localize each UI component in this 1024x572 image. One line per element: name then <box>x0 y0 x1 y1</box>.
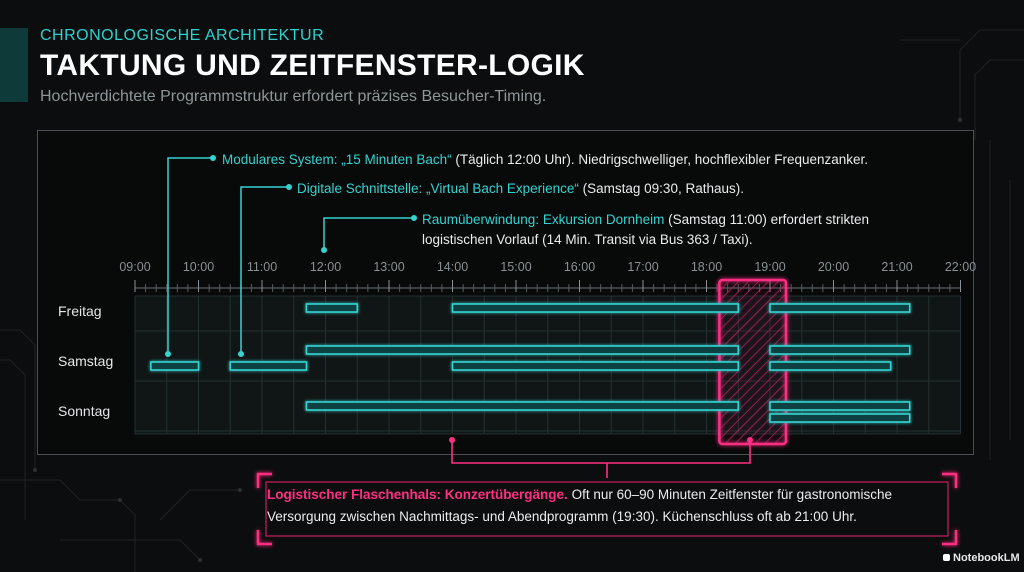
leader-dot <box>411 215 417 221</box>
event-bar <box>769 361 892 371</box>
hour-tick-label: 13:00 <box>373 260 404 274</box>
hour-tick-label: 10:00 <box>183 260 214 274</box>
event-bar <box>305 303 359 313</box>
bottleneck-bracket-line <box>451 440 751 464</box>
day-label-saturday: Samstag <box>58 353 114 369</box>
event-bar <box>229 361 308 371</box>
bracket-dot <box>747 437 753 443</box>
page-title: TAKTUNG UND ZEITFENSTER-LOGIK <box>40 49 585 82</box>
event-bar <box>769 345 911 355</box>
leader-modular-system <box>167 157 213 354</box>
annotation-excursion: Raumüberwindung: Exkursion Dornheim (Sam… <box>422 212 869 247</box>
bottleneck-callout: Logistischer Flaschenhals: Konzertübergä… <box>267 487 892 524</box>
hour-tick-label: 14:00 <box>437 260 468 274</box>
event-bar <box>769 401 911 411</box>
event-bar <box>451 303 740 313</box>
header-accent-bar <box>0 28 28 102</box>
hour-tick-label: 17:00 <box>627 260 658 274</box>
event-bar <box>305 401 740 411</box>
hour-tick-label: 16:00 <box>564 260 595 274</box>
hour-tick-label: 20:00 <box>818 260 849 274</box>
leader-digital-interface <box>240 186 289 354</box>
hour-tick-label: 19:00 <box>754 260 785 274</box>
event-bar <box>150 361 200 371</box>
hour-tick-label: 22:00 <box>945 260 976 274</box>
page-subtitle: Hochverdichtete Programmstruktur erforde… <box>40 88 547 105</box>
hour-tick-label: 09:00 <box>119 260 150 274</box>
notebooklm-logo: NotebookLM <box>943 552 1020 564</box>
leader-dot <box>238 351 244 357</box>
leader-dot <box>321 247 327 253</box>
event-bar <box>769 413 911 423</box>
hour-tick-label: 11:00 <box>247 260 277 274</box>
section-kicker: CHRONOLOGISCHE ARCHITEKTUR <box>40 27 325 44</box>
day-label-friday: Freitag <box>58 303 102 319</box>
day-label-sunday: Sonntag <box>58 403 111 419</box>
hour-tick-label: 18:00 <box>691 260 722 274</box>
bracket-dot <box>449 437 455 443</box>
hour-tick-label: 21:00 <box>881 260 912 274</box>
event-bar <box>769 303 911 313</box>
leader-dot <box>165 351 171 357</box>
annotation-digital-interface: Digitale Schnittstelle: „Virtual Bach Ex… <box>297 181 744 196</box>
leader-dot <box>210 155 216 161</box>
annotation-modular-system: Modulares System: „15 Minuten Bach“ (Täg… <box>222 152 869 167</box>
event-bar <box>451 361 740 371</box>
hour-tick-label: 12:00 <box>310 260 341 274</box>
hour-tick-label: 15:00 <box>500 260 531 274</box>
logo-icon <box>943 554 950 561</box>
event-bar <box>305 345 740 355</box>
leader-excursion <box>323 217 414 250</box>
leader-dot <box>286 184 292 190</box>
